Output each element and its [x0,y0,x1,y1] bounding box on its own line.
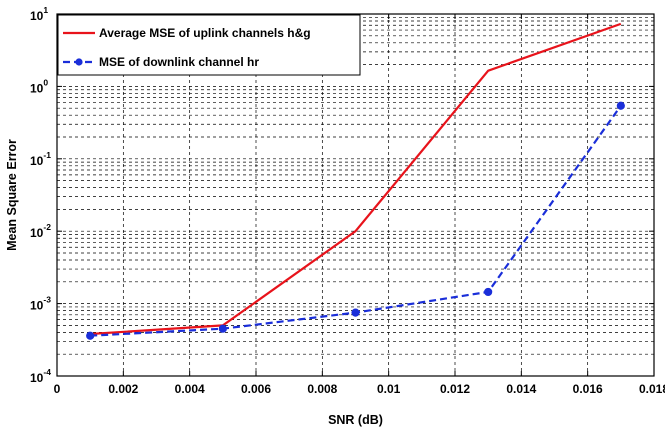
y-tick-label: 10-3 [30,295,51,313]
x-tick-label: 0.012 [440,382,470,396]
x-tick-label: 0.014 [506,382,536,396]
data-point [616,101,625,110]
tick-labels: 0 0.002 0.004 0.006 0.008 0.01 0.012 0.014 0.016… [30,5,665,396]
x-tick-label: 0.004 [175,382,205,396]
y-tick-label: 100 [30,77,48,95]
y-tick-label: 10-2 [30,222,51,240]
x-tick-label: 0.018 [639,382,665,396]
legend-label-uplink: Average MSE of uplink channels h&g [99,26,311,40]
y-tick-label: 101 [30,5,48,23]
x-tick-label: 0.006 [241,382,271,396]
x-axis-label: SNR (dB) [328,413,383,427]
data-point [86,331,95,340]
x-tick-label: 0.01 [377,382,401,396]
series-line-0 [90,22,622,336]
data-point [351,308,360,317]
legend-marker-downlink [75,58,83,66]
x-tick-label: 0 [54,382,61,396]
legend: Average MSE of uplink channels h&g MSE o… [57,14,361,76]
x-tick-label: 0.002 [108,382,138,396]
plot-frame [56,13,655,377]
series-layer [86,22,625,340]
legend-label-downlink: MSE of downlink channel hr [99,55,259,69]
x-tick-label: 0.016 [573,382,603,396]
data-point [484,287,493,297]
y-tick-label: 10-1 [30,150,51,168]
x-tick-label: 0.008 [307,382,337,396]
y-tick-label: 10-4 [30,367,51,385]
series-line-1 [90,105,622,337]
y-axis-label: Mean Square Error [5,139,19,251]
legend-box [57,14,361,76]
data-point [218,324,227,333]
